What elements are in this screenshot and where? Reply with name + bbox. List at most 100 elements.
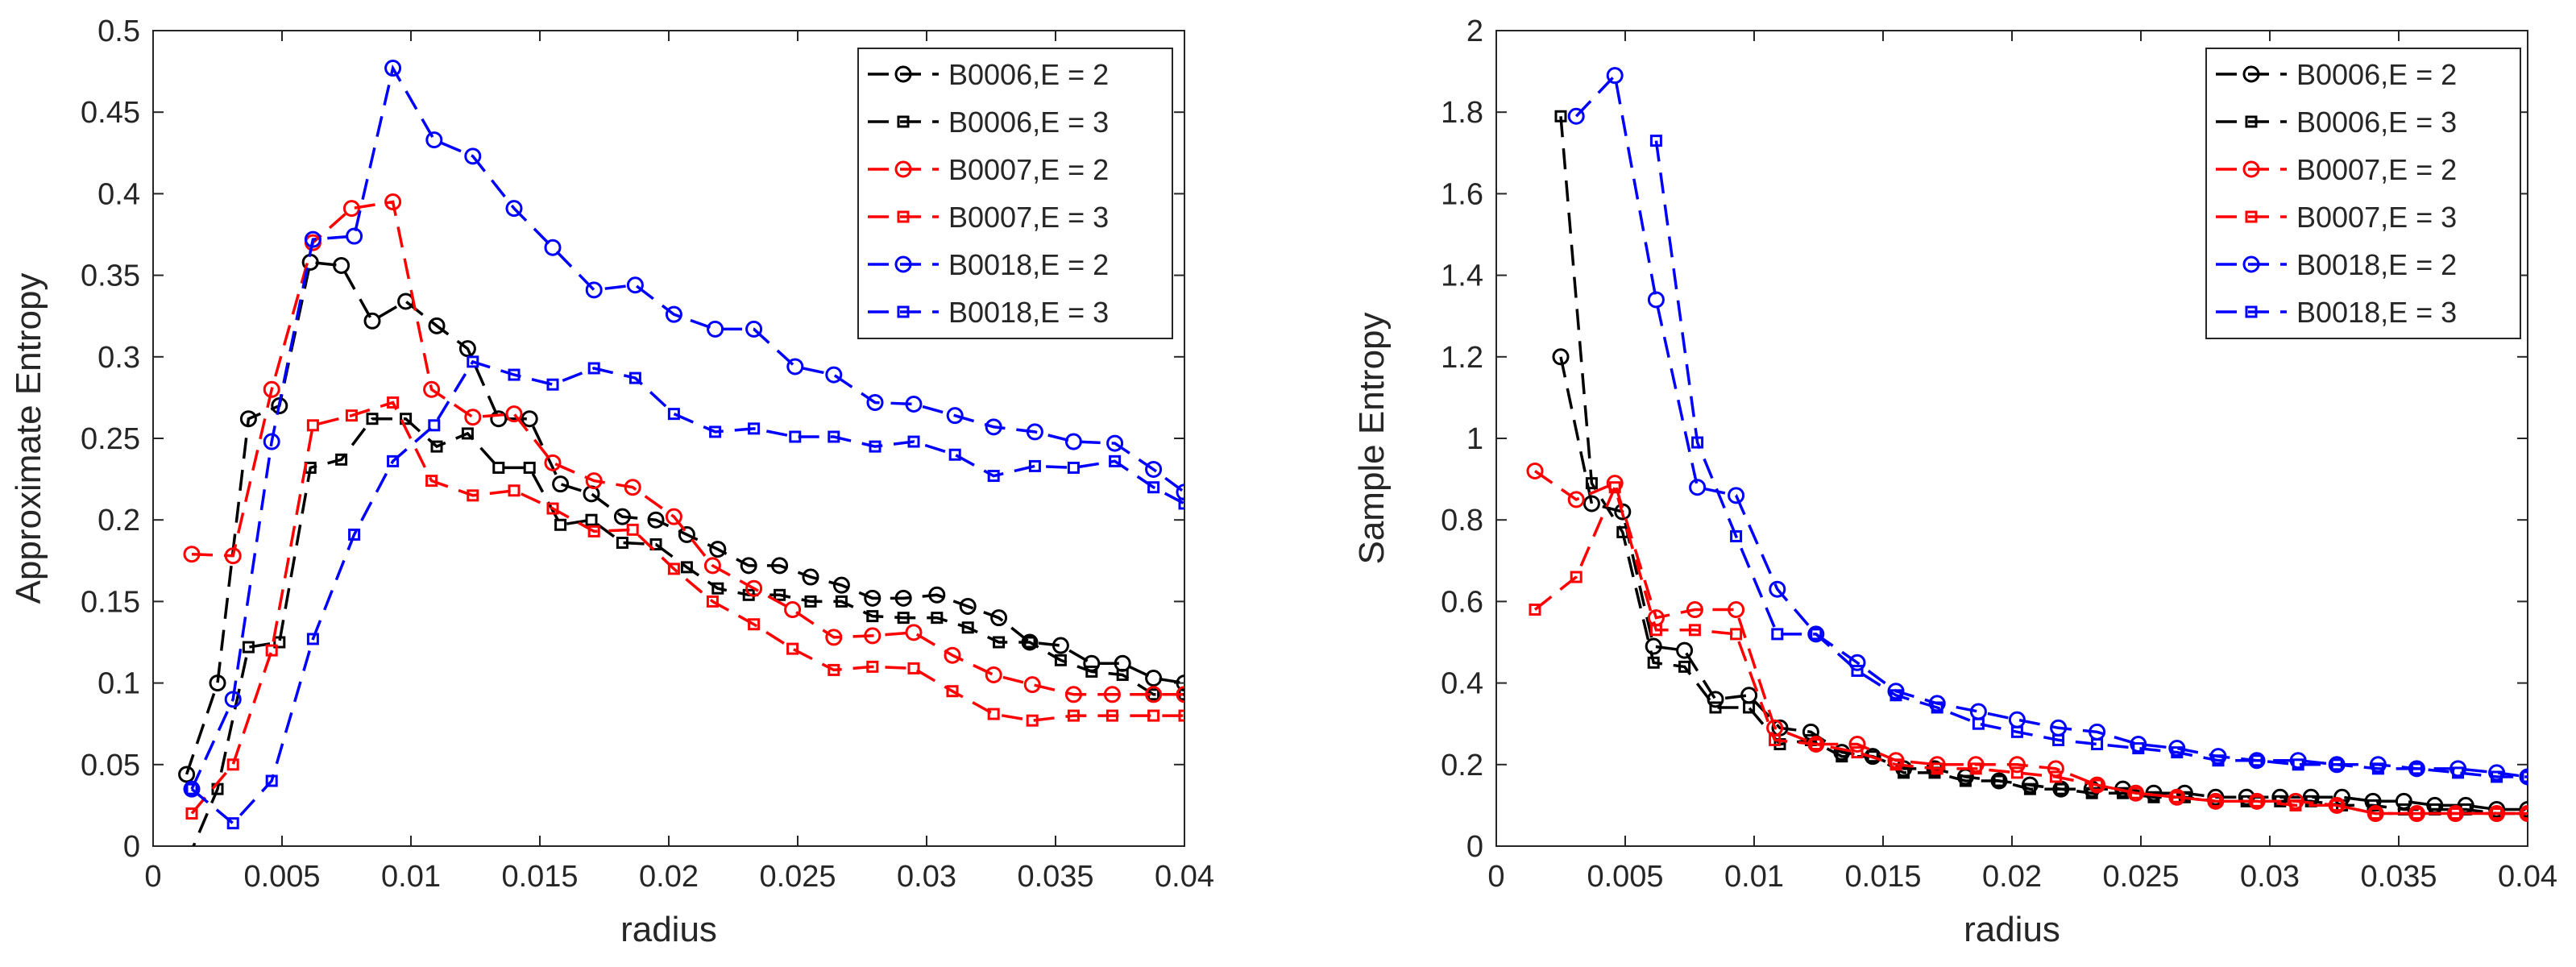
- x-tick-label: 0.005: [1587, 860, 1663, 894]
- data-point: [1931, 701, 1943, 714]
- data-point: [1647, 291, 1665, 309]
- data-point: [366, 413, 379, 425]
- data-point: [706, 595, 719, 608]
- data-point: [2130, 736, 2147, 753]
- data-point: [740, 557, 757, 575]
- data-point: [2023, 782, 2036, 795]
- data-point: [680, 561, 693, 574]
- data-point: [2010, 766, 2023, 779]
- data-point: [1106, 434, 1124, 452]
- data-point: [1067, 461, 1080, 474]
- sample-entropy-chart: 0 0.005 0.01 0.015 0.02 0.025 0.03 0.035 0.04 0 0.…: [1352, 15, 2557, 949]
- y-tick-label: 0.4: [97, 177, 140, 211]
- data-point: [523, 461, 536, 474]
- approximate-entropy-chart: 0 0.005 0.01 0.015 0.02 0.025 0.03 0.035 0.04 0 0.…: [9, 15, 1214, 949]
- x-tick-label: 0.04: [2498, 860, 2557, 894]
- data-point: [2367, 799, 2379, 811]
- data-point: [1931, 762, 1943, 775]
- data-point: [2091, 738, 2104, 750]
- data-point: [832, 576, 850, 594]
- data-point: [928, 586, 946, 604]
- data-point: [2127, 784, 2145, 802]
- y-tick-label: 0.2: [97, 504, 140, 537]
- legend-marker: [2245, 115, 2258, 128]
- data-point: [1583, 495, 1600, 513]
- data-point: [828, 663, 840, 676]
- data-point: [552, 475, 570, 493]
- data-point: [864, 627, 881, 645]
- y-axis-label: Approximate Entropy: [9, 273, 48, 604]
- data-point: [2289, 752, 2307, 770]
- data-point: [1709, 701, 1722, 714]
- x-tick-label: 0.025: [759, 860, 836, 894]
- data-point: [1105, 709, 1118, 722]
- data-point: [304, 230, 321, 248]
- data-point: [667, 562, 680, 575]
- data-point: [2091, 778, 2104, 791]
- data-point: [1145, 460, 1163, 478]
- data-point: [748, 422, 761, 435]
- data-point: [1028, 459, 1041, 472]
- data-point: [224, 691, 242, 708]
- data-point: [1678, 660, 1691, 673]
- data-point: [1026, 714, 1039, 727]
- data-point: [1567, 107, 1585, 125]
- data-point: [226, 758, 239, 771]
- y-tick-label: 0.5: [97, 15, 140, 48]
- data-point: [1647, 656, 1660, 669]
- data-point: [1769, 733, 1782, 746]
- data-point: [425, 131, 443, 149]
- legend-marker: [897, 305, 910, 318]
- legend-label: B0006,E = 3: [948, 106, 1109, 139]
- data-point: [1889, 689, 1902, 702]
- data-point: [224, 547, 242, 565]
- data-point: [508, 484, 521, 497]
- data-point: [944, 646, 961, 664]
- data-point: [2209, 795, 2222, 807]
- data-point: [363, 312, 381, 330]
- data-point: [2021, 776, 2039, 794]
- data-point: [387, 454, 400, 467]
- x-axis-label: radius: [620, 910, 717, 949]
- data-point: [1026, 423, 1043, 441]
- data-point: [2008, 756, 2026, 774]
- data-point: [993, 636, 1006, 649]
- data-point: [2330, 799, 2343, 811]
- data-point: [905, 624, 923, 641]
- legend-label: B0007,E = 3: [2296, 201, 2457, 234]
- data-point: [1728, 487, 1745, 504]
- data-point: [647, 511, 665, 529]
- data-point: [665, 508, 682, 525]
- data-point: [1743, 701, 1756, 714]
- data-point: [2410, 762, 2423, 775]
- legend: B0006,E = 2 B0006,E = 3 B0007,E = 2 B0007,E…: [857, 48, 1173, 339]
- data-point: [183, 546, 201, 563]
- data-point: [505, 405, 523, 423]
- data-point: [866, 393, 884, 411]
- data-point: [667, 408, 680, 421]
- data-point: [1851, 746, 1864, 759]
- y-tick-label: 0.45: [81, 96, 140, 130]
- legend-marker: [894, 255, 912, 273]
- x-tick-label: 0.035: [1017, 860, 1093, 894]
- data-point: [2491, 807, 2503, 820]
- data-point: [1972, 717, 1985, 730]
- data-point: [1993, 774, 2006, 787]
- data-point: [665, 305, 682, 323]
- data-point: [425, 475, 438, 488]
- data-point: [428, 419, 441, 432]
- data-point: [1116, 668, 1129, 681]
- data-point: [544, 454, 562, 471]
- data-point: [985, 666, 1002, 683]
- y-tick-label: 0.1: [97, 667, 140, 701]
- data-point: [946, 407, 964, 425]
- data-point: [2171, 791, 2184, 803]
- data-point: [183, 780, 201, 798]
- x-tick-label: 0.015: [1844, 860, 1921, 894]
- data-point: [2168, 740, 2186, 757]
- legend-marker: [897, 210, 910, 223]
- data-point: [209, 674, 226, 692]
- data-point: [1959, 774, 1972, 787]
- data-point: [946, 685, 959, 698]
